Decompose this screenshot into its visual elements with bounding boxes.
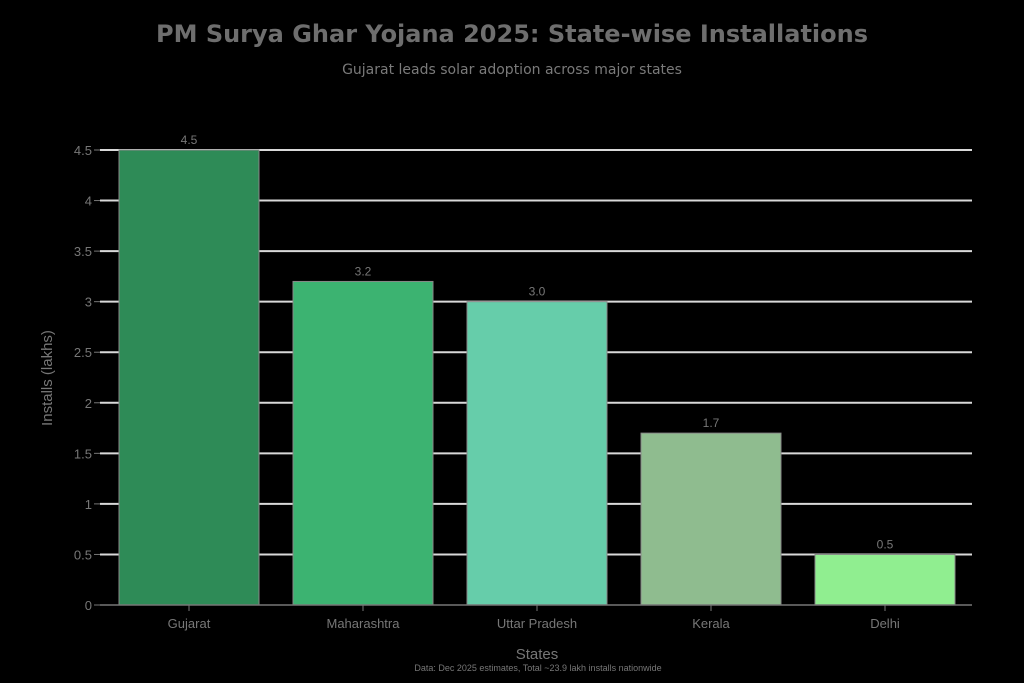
y-tick-label: 2 [85,396,92,411]
y-tick-label: 3 [85,295,92,310]
bar-maharashtra [292,280,434,606]
x-tick-label: Delhi [870,616,900,631]
bar-delhi [814,553,956,606]
x-tick-label: Gujarat [168,616,211,631]
bar-value-label: 3.0 [529,285,546,299]
bar-kerala [640,432,782,606]
bar-uttar-pradesh [466,301,608,606]
y-tick-label: 4 [85,194,92,209]
y-tick-label: 0.5 [74,547,92,562]
x-axis-label: States [516,646,559,663]
bar-gujarat [118,149,260,606]
y-tick-label: 1.5 [74,446,92,461]
x-axis: Gujarat Maharashtra Uttar Pradesh Kerala Del… [100,604,972,631]
y-axis-label: Installs (lakhs) [39,330,56,426]
bar-value-label: 3.2 [355,264,372,278]
bar-value-label: 0.5 [877,537,894,551]
bar-value-label: 4.5 [181,133,198,147]
y-tick-label: 4.5 [74,143,92,158]
x-tick-label: Uttar Pradesh [497,616,577,631]
y-tick-label: 0 [85,598,92,613]
x-tick-label: Maharashtra [327,616,401,631]
source-annotation: Data: Dec 2025 estimates, Total ~23.9 la… [414,663,662,673]
y-tick-label: 2.5 [74,345,92,360]
y-tick-label: 3.5 [74,244,92,259]
bars: 4.5 3.2 3.0 1.7 0.5 [118,133,956,606]
y-axis: 0 0.5 1 1.5 2 2.5 3 3.5 4 4.5 [74,143,100,613]
y-tick-label: 1 [85,497,92,512]
x-tick-label: Kerala [692,616,730,631]
bar-value-label: 1.7 [703,416,720,430]
chart-subtitle: Gujarat leads solar adoption across majo… [342,62,682,78]
chart-title: PM Surya Ghar Yojana 2025: State-wise In… [155,20,869,48]
